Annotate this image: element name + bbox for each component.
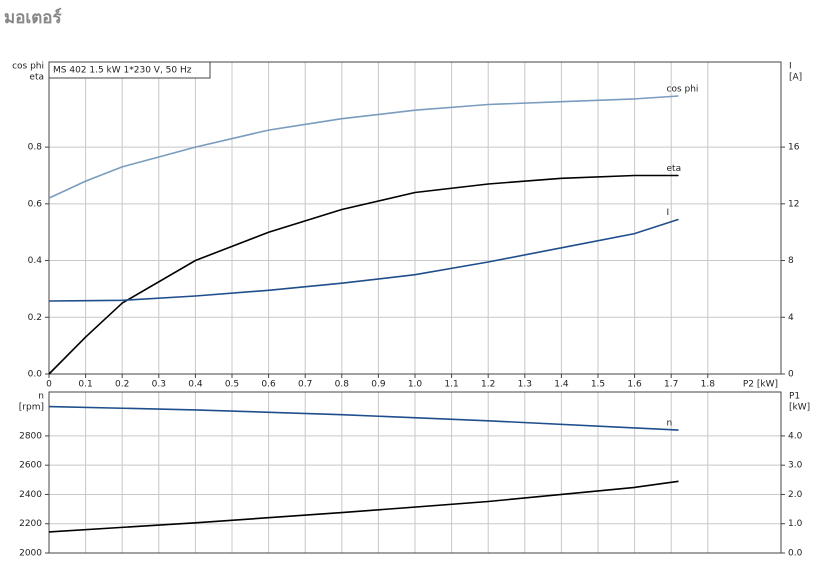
x-tick-label: 0.6 (261, 380, 276, 390)
y-tick-label: 2200 (19, 519, 42, 529)
series-line (48, 218, 679, 302)
x-tick-label: 1.7 (664, 380, 678, 390)
series-label: cos phi (667, 85, 699, 95)
y2-tick-label: 16 (788, 143, 800, 153)
y-tick-label: 0.2 (28, 313, 42, 323)
y2-axis-label: P1 (789, 392, 800, 402)
y-tick-label: 0.4 (28, 256, 43, 266)
y2-tick-label: 3.0 (788, 461, 803, 471)
x-tick-label: 0.2 (115, 380, 129, 390)
y2-tick-label: 0 (788, 370, 794, 380)
x-tick-label: 1.1 (444, 380, 458, 390)
series-label: eta (667, 164, 682, 174)
plot-frame (48, 391, 782, 554)
x-tick-label: 0.3 (152, 380, 166, 390)
y2-tick-label: 8 (788, 256, 794, 266)
x-tick-label: 1.8 (701, 380, 716, 390)
x-tick-label: 1.0 (408, 380, 423, 390)
y-tick-label: 2000 (19, 549, 42, 559)
series-line (48, 95, 679, 199)
x-tick-label: 1.6 (627, 380, 642, 390)
series-line (48, 480, 679, 533)
y-tick-label: 0.0 (28, 370, 43, 380)
x-tick-label: 0.1 (78, 380, 92, 390)
y-tick-label: 2400 (19, 490, 42, 500)
annotation-box (48, 61, 211, 79)
y-tick-label: 0.8 (28, 143, 43, 153)
x-tick-label: 1.5 (591, 380, 605, 390)
y2-axis-label: I (789, 62, 792, 72)
x-tick-label: 1.4 (554, 380, 569, 390)
plot-frame (48, 61, 782, 375)
annotation: MS 402 1.5 kW 1*230 V, 50 Hz (53, 66, 192, 76)
y2-axis-label: [kW] (789, 403, 810, 413)
y-axis-label: [rpm] (19, 403, 44, 413)
x-tick-label: 0.4 (188, 380, 203, 390)
y2-tick-label: 2.0 (788, 490, 803, 500)
x-tick-label: 1.2 (481, 380, 495, 390)
y2-tick-label: 12 (788, 199, 799, 209)
x-tick-label: 1.3 (518, 380, 532, 390)
series-line (48, 174, 679, 375)
y-axis-label: cos phi (12, 62, 44, 72)
y2-tick-label: 1.0 (788, 519, 803, 529)
x-axis-label: P2 [kW] (743, 380, 778, 390)
y2-tick-label: 4.0 (788, 431, 803, 441)
x-tick-label: 0.8 (335, 380, 350, 390)
y-axis-label: eta (29, 73, 44, 83)
y2-tick-label: 0.0 (788, 549, 803, 559)
series-label: I (667, 208, 670, 218)
y-axis-label: n (38, 392, 44, 402)
page-heading: มอเตอร์ (4, 7, 62, 28)
y-tick-label: 0.6 (28, 199, 43, 209)
y-tick-label: 2600 (19, 461, 42, 471)
x-tick-label: 0.7 (298, 380, 312, 390)
y-tick-label: 2800 (19, 431, 42, 441)
x-tick-label: 0 (46, 380, 52, 390)
x-tick-label: 0.9 (371, 380, 386, 390)
x-tick-label: 0.5 (225, 380, 239, 390)
y2-axis-label: [A] (789, 73, 802, 83)
series-label: n (667, 419, 673, 429)
series-line (48, 405, 679, 431)
y2-tick-label: 4 (788, 313, 794, 323)
